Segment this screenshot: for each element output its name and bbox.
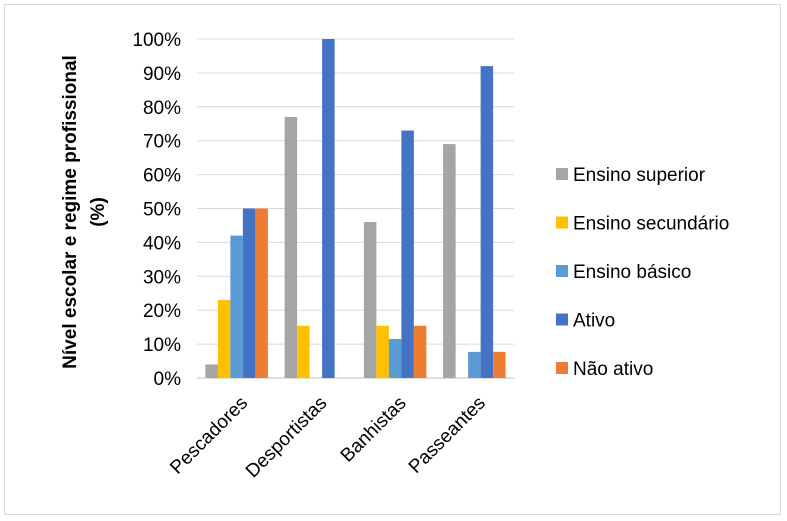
x-tick-label: Pescadores	[166, 393, 252, 479]
y-tick-label: 0%	[154, 369, 182, 390]
bar	[401, 130, 414, 378]
y-tick-label: 10%	[143, 335, 181, 356]
legend-swatch	[556, 313, 568, 326]
x-tick-label: Banhistas	[337, 393, 411, 467]
y-tick-label: 40%	[143, 233, 181, 254]
bar	[493, 351, 506, 378]
y-tick-label: 100%	[132, 30, 181, 51]
bar	[217, 300, 231, 378]
y-tick-label: 90%	[143, 64, 181, 85]
y-tick-label: 50%	[143, 200, 181, 221]
y-tick-labels: 0% 10% 20% 30% 40% 50% 60% 70% 80% 90% 100%	[132, 30, 181, 390]
legend: Ensino superior Ensino secundário Ensino b…	[556, 165, 729, 380]
y-tick-label: 70%	[143, 132, 181, 153]
legend-swatch	[556, 216, 568, 229]
bar	[443, 144, 456, 378]
legend-label: Ensino superior	[573, 165, 706, 186]
legend-swatch	[556, 362, 568, 374]
y-axis-label: Nível escolar e regime profissional	[60, 55, 81, 369]
y-tick-label: 80%	[143, 98, 181, 119]
bar	[363, 222, 377, 378]
bar	[413, 325, 427, 378]
bar	[322, 39, 335, 378]
y-tick-label: 30%	[143, 267, 181, 288]
legend-swatch	[556, 265, 568, 277]
bar	[255, 208, 268, 378]
y-axis-label-unit: (%)	[88, 197, 109, 227]
bar	[297, 325, 310, 378]
x-tick-label: Desportistas	[242, 393, 332, 483]
chart-frame	[4, 4, 781, 515]
bar	[205, 364, 218, 378]
bars	[205, 39, 506, 379]
bar	[376, 325, 389, 378]
legend-swatch	[556, 168, 568, 180]
legend-label: Ativo	[573, 311, 615, 332]
legend-label: Ensino básico	[573, 262, 691, 283]
x-tick-label: Passeantes	[405, 393, 490, 478]
bar	[468, 351, 481, 378]
bar	[388, 339, 402, 378]
bar	[480, 66, 494, 379]
legend-label: Ensino secundário	[573, 214, 729, 235]
legend-label: Não ativo	[573, 359, 653, 380]
y-tick-label: 20%	[143, 301, 181, 322]
bar	[230, 235, 243, 378]
bar	[242, 208, 256, 378]
bar	[284, 116, 298, 378]
y-tick-label: 60%	[143, 166, 181, 187]
